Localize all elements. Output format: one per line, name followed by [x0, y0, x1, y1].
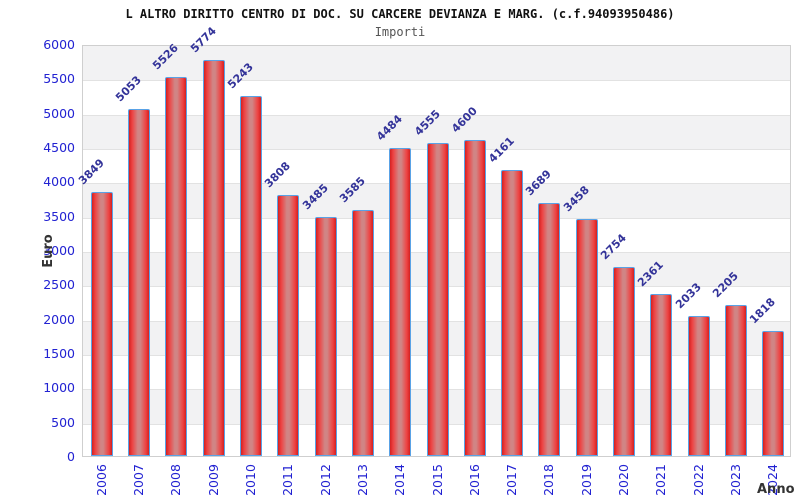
- bar: [314, 216, 337, 456]
- y-tick-label: 3000: [43, 243, 75, 258]
- y-tick-label: 3500: [43, 208, 75, 224]
- bar: [239, 95, 262, 456]
- x-tick-label: 2022: [690, 464, 706, 496]
- x-tick-label: 2015: [429, 464, 445, 496]
- bar: [127, 109, 150, 456]
- bar: [463, 140, 486, 456]
- x-axis-title: Anno: [757, 482, 795, 497]
- bar: [426, 143, 449, 456]
- x-tick-label: 2007: [130, 464, 146, 496]
- x-tick-label: 2012: [317, 464, 333, 496]
- bar: [165, 76, 188, 456]
- y-tick-label: 2500: [43, 277, 75, 293]
- x-tick-label: 2017: [504, 464, 520, 496]
- x-tick-label: 2014: [392, 464, 408, 496]
- x-tick-label: 2021: [653, 464, 669, 496]
- x-tick-label: 2013: [354, 464, 370, 496]
- bar: [687, 316, 710, 456]
- chart-title: L ALTRO DIRITTO CENTRO DI DOC. SU CARCER…: [125, 7, 675, 21]
- y-tick-label: 5000: [43, 105, 75, 121]
- x-tick-label: 2006: [93, 464, 109, 496]
- x-tick-label: 2011: [280, 464, 296, 496]
- y-tick-label: 4000: [43, 174, 75, 190]
- chart-subtitle: Importi: [374, 25, 426, 39]
- plot-band: [83, 46, 790, 81]
- y-tick-label: 500: [51, 414, 75, 430]
- y-tick-label: 1500: [43, 346, 75, 361]
- y-tick-label: 2000: [43, 311, 75, 327]
- y-tick-label: 6000: [43, 37, 75, 52]
- bar: [277, 194, 300, 456]
- bar: [762, 331, 785, 456]
- bar: [613, 266, 636, 456]
- x-tick-label: 2018: [541, 464, 557, 496]
- bar: [202, 59, 225, 456]
- gridline: [83, 114, 790, 116]
- y-tick-label: 1000: [43, 380, 75, 396]
- x-tick-label: 2020: [616, 464, 632, 496]
- y-tick-label: 5500: [43, 71, 75, 87]
- x-tick-label: 2019: [578, 464, 594, 496]
- x-tick-label: 2010: [242, 464, 258, 496]
- bar: [351, 209, 374, 456]
- y-tick-label: 4500: [43, 140, 75, 155]
- x-tick-label: 2008: [168, 464, 184, 496]
- bar: [725, 304, 748, 456]
- x-tick-label: 2009: [205, 464, 221, 496]
- bar: [650, 293, 673, 456]
- plot-area: [82, 45, 791, 457]
- x-tick-label: 2016: [466, 464, 482, 496]
- gridline: [83, 80, 790, 82]
- bar: [575, 218, 598, 456]
- bar: [538, 202, 561, 456]
- bar: [90, 191, 113, 456]
- bar: [501, 170, 524, 456]
- y-axis-title: Euro: [41, 234, 56, 268]
- y-tick-label: 0: [67, 449, 75, 464]
- bar: [389, 148, 412, 456]
- x-tick-label: 2023: [728, 464, 744, 496]
